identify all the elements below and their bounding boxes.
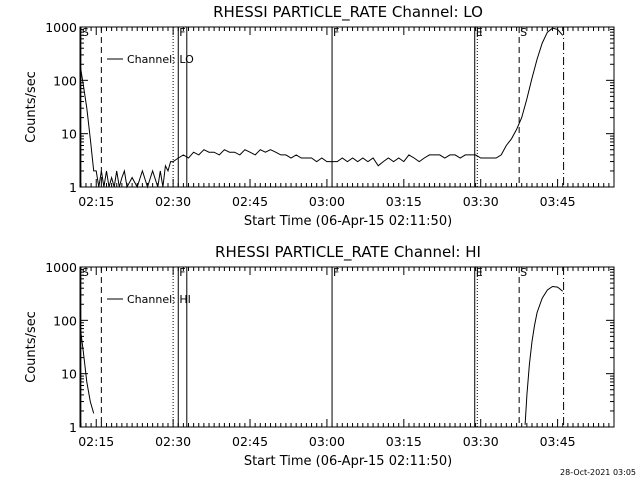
- data-series: [79, 27, 564, 189]
- x-tick-label: 03:45: [540, 434, 576, 449]
- x-axis-label: Start Time (06-Apr-15 02:11:50): [244, 214, 452, 229]
- chart-panel-hi: RHESSI PARTICLE_RATE Channel: HI 1101001…: [24, 243, 615, 469]
- x-tick-label: 02:30: [155, 194, 191, 209]
- y-tick-label: 1: [69, 180, 77, 195]
- chart-title: RHESSI PARTICLE_RATE Channel: HI: [215, 243, 481, 262]
- x-tick-label: 03:15: [386, 434, 422, 449]
- data-series-line: [524, 285, 564, 425]
- y-tick-label: 100: [53, 73, 77, 88]
- y-tick-label: 10: [61, 367, 77, 382]
- x-tick-label: 03:30: [463, 194, 499, 209]
- y-tick-label: 10: [61, 127, 77, 142]
- chart-panel-lo: RHESSI PARTICLE_RATE Channel: LO 1101001…: [24, 3, 615, 229]
- data-series-line: [79, 27, 564, 189]
- event-marker-label: E: [476, 266, 483, 279]
- x-tick-label: 02:15: [78, 434, 114, 449]
- timestamp: 28-Oct-2021 03:05: [560, 468, 636, 477]
- event-marker-label: F: [333, 266, 339, 279]
- data-series-line: [79, 325, 95, 414]
- x-tick-label: 03:00: [309, 434, 345, 449]
- event-marker-label: F: [179, 266, 185, 279]
- event-marker-label: F: [333, 26, 339, 39]
- x-axis: 02:15 02:30 02:45 03:00 03:15 03:30 03:45: [78, 27, 615, 209]
- event-marker-label: S: [82, 266, 89, 279]
- y-axis: 1 10 100 1000: [45, 20, 614, 195]
- event-marker-label: E: [476, 26, 483, 39]
- x-axis-label: Start Time (06-Apr-15 02:11:50): [244, 454, 452, 469]
- plot-frame: [79, 266, 615, 428]
- x-tick-label: 02:15: [78, 194, 114, 209]
- event-marker-label: S: [520, 26, 527, 39]
- event-marker-label: S: [82, 26, 89, 39]
- x-tick-label: 03:30: [463, 434, 499, 449]
- x-tick-label: 02:45: [232, 434, 268, 449]
- legend-label: Channel: HI: [127, 293, 191, 306]
- y-tick-label: 1000: [45, 260, 77, 275]
- y-tick-label: 1: [69, 420, 77, 435]
- legend-label: Channel: LO: [127, 53, 194, 66]
- x-axis: 02:15 02:30 02:45 03:00 03:15 03:30 03:45: [78, 267, 615, 449]
- y-tick-label: 100: [53, 313, 77, 328]
- plot-frame: [79, 26, 615, 188]
- y-axis-label: Counts/sec: [24, 71, 39, 143]
- data-series: [79, 285, 564, 425]
- y-axis-label: Counts/sec: [24, 311, 39, 383]
- y-axis: 1 10 100 1000: [45, 260, 614, 435]
- event-marker-label: F: [179, 26, 185, 39]
- x-tick-label: 02:45: [232, 194, 268, 209]
- chart-title: RHESSI PARTICLE_RATE Channel: LO: [213, 3, 483, 22]
- x-tick-label: 03:45: [540, 194, 576, 209]
- event-marker-label: S: [520, 266, 527, 279]
- x-tick-label: 02:30: [155, 434, 191, 449]
- y-tick-label: 1000: [45, 20, 77, 35]
- x-tick-label: 03:00: [309, 194, 345, 209]
- x-tick-label: 03:15: [386, 194, 422, 209]
